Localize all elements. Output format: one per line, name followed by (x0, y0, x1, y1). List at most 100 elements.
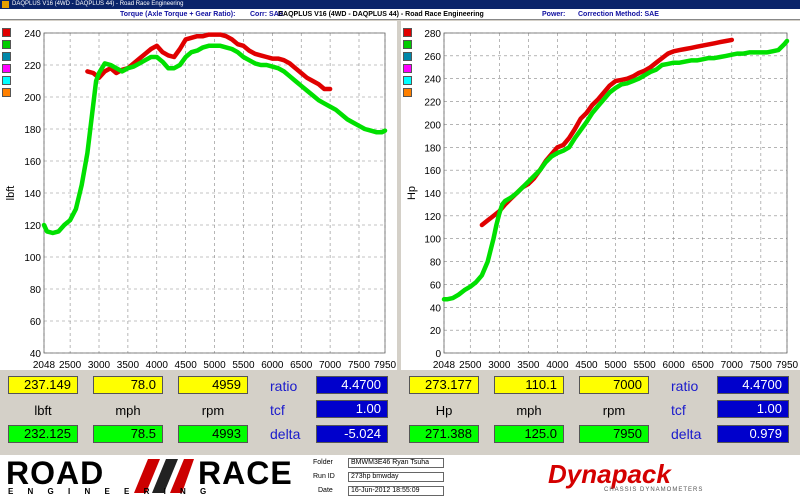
series-swatch-magenta[interactable] (403, 64, 412, 73)
delta-value: 0.979 (717, 425, 789, 443)
date-field[interactable]: 16-Jun-2012 18:55:09 (348, 486, 444, 496)
speed-value-2: 125.0 (494, 425, 564, 443)
road-race-logo: ROAD RACE E N G I N E E R I N G (6, 455, 311, 497)
unit-mph: mph (115, 403, 141, 418)
x-tick-label: 4000 (546, 360, 569, 370)
x-tick-label: 2048 (433, 360, 456, 370)
series-swatch-teal[interactable] (2, 52, 11, 61)
dynapack-logo: Dynapack CHASSIS DYNAMOMETERS (548, 459, 748, 497)
logo-road: ROAD (6, 455, 105, 491)
rpm-value-1: 7000 (579, 376, 649, 394)
footer: ROAD RACE E N G I N E E R I N G Folder B… (0, 455, 800, 500)
tcf-label: tcf (671, 402, 686, 418)
x-tick-label: 6500 (692, 360, 715, 370)
series-swatch-red[interactable] (403, 28, 412, 37)
power-label: Power: (542, 11, 566, 18)
rpm-value-1: 4959 (178, 376, 248, 394)
x-tick-label: 3500 (517, 360, 540, 370)
series-swatch-orange[interactable] (2, 88, 11, 97)
unit-rpm: rpm (201, 403, 225, 418)
unit-mph: mph (516, 403, 542, 418)
power-value-1: 273.177 (409, 376, 479, 394)
y-tick-label: 160 (24, 157, 41, 168)
y-tick-label: 100 (24, 253, 41, 264)
x-tick-label: 5500 (633, 360, 656, 370)
series-swatch-green[interactable] (2, 40, 11, 49)
logo-engineering: E N G I N E E R I N G (8, 487, 213, 496)
power-value-2: 271.388 (409, 425, 479, 443)
delta-label: delta (270, 426, 301, 442)
caption-bar: Torque (Axle Torque + Gear Ratio): Corr:… (0, 9, 800, 20)
speed-value-1: 110.1 (494, 376, 564, 394)
rpm-value-2: 7950 (579, 425, 649, 443)
torque-value-1: 237.149 (8, 376, 78, 394)
y-tick-label: 0 (435, 349, 441, 360)
y-tick-label: 220 (24, 61, 41, 72)
x-tick-label: 5000 (604, 360, 627, 370)
torque-panel: 2048 2500 3000 3500 4000 4500 5000 5500 6000 6500… (0, 21, 397, 370)
delta-value: -5.024 (316, 425, 388, 443)
y-axis-label: lbft (5, 186, 17, 201)
series-swatch-cyan[interactable] (2, 76, 11, 85)
series-swatch-magenta[interactable] (2, 64, 11, 73)
y-tick-label: 220 (424, 98, 441, 109)
y-tick-label: 60 (430, 280, 442, 291)
series-swatch-orange[interactable] (403, 88, 412, 97)
y-tick-label: 200 (424, 120, 441, 131)
dynapack-sub: CHASSIS DYNAMOMETERS (604, 487, 704, 493)
ratio-value: 4.4700 (316, 376, 388, 394)
y-tick-label: 80 (30, 285, 42, 296)
y-tick-label: 140 (24, 189, 41, 200)
torque-readout: 237.149 78.0 4959 lbft mph rpm 232.125 7… (0, 372, 397, 452)
y-tick-label: 140 (424, 189, 441, 200)
runid-label: Run ID (313, 473, 335, 480)
x-tick-label: 6000 (663, 360, 686, 370)
x-tick-label: 5000 (203, 360, 226, 370)
x-tick-label: 4500 (175, 360, 198, 370)
date-label: Date (318, 487, 333, 494)
folder-field[interactable]: BMWM3E46 Ryan Tsuha (348, 458, 444, 468)
y-tick-label: 120 (424, 212, 441, 223)
x-tick-label: 7950 (776, 360, 799, 370)
window-title: DAQPLUS V16 (4WD - DAQPLUS 44) - Road Ra… (12, 1, 184, 7)
window-titlebar: DAQPLUS V16 (4WD - DAQPLUS 44) - Road Ra… (0, 0, 800, 9)
x-tick-label: 4500 (575, 360, 598, 370)
series-swatch-red[interactable] (2, 28, 11, 37)
rpm-value-2: 4993 (178, 425, 248, 443)
tcf-label: tcf (270, 402, 285, 418)
caption-title: DAQPLUS V16 (4WD - DAQPLUS 44) - Road Ra… (278, 11, 484, 18)
y-tick-label: 260 (424, 52, 441, 63)
unit-lbft: lbft (34, 403, 52, 418)
torque-corr: Corr: SAE (250, 11, 284, 18)
series-line-red (479, 37, 735, 228)
series-swatch-green[interactable] (403, 40, 412, 49)
torque-value-2: 232.125 (8, 425, 78, 443)
y-tick-label: 40 (430, 303, 442, 314)
x-tick-label: 7500 (750, 360, 773, 370)
tcf-value: 1.00 (717, 400, 789, 418)
y-tick-label: 180 (24, 125, 41, 136)
delta-label: delta (671, 426, 702, 442)
unit-rpm: rpm (602, 403, 626, 418)
torque-chart: 2048 2500 3000 3500 4000 4500 5000 5500 6000 6500… (5, 29, 397, 370)
power-corr: Correction Method: SAE (578, 11, 659, 18)
y-tick-label: 20 (430, 326, 442, 337)
x-tick-label: 7000 (721, 360, 744, 370)
series-swatch-teal[interactable] (403, 52, 412, 61)
unit-hp: Hp (435, 403, 453, 418)
x-tick-label: 5500 (232, 360, 255, 370)
logo-race: RACE (198, 455, 293, 491)
power-panel: 2048 2500 3000 3500 4000 4500 5000 5500 6000 6500… (401, 21, 800, 370)
y-tick-label: 100 (424, 235, 441, 246)
x-tick-label: 6500 (290, 360, 313, 370)
runid-field[interactable]: 273hp bmwday (348, 472, 444, 482)
series-swatch-cyan[interactable] (403, 76, 412, 85)
y-tick-label: 180 (424, 143, 441, 154)
y-tick-label: 120 (24, 221, 41, 232)
x-tick-label: 6000 (261, 360, 284, 370)
y-tick-label: 160 (424, 166, 441, 177)
y-tick-label: 200 (24, 93, 41, 104)
series-line-green (41, 43, 388, 236)
app-icon (2, 1, 9, 8)
tcf-value: 1.00 (316, 400, 388, 418)
